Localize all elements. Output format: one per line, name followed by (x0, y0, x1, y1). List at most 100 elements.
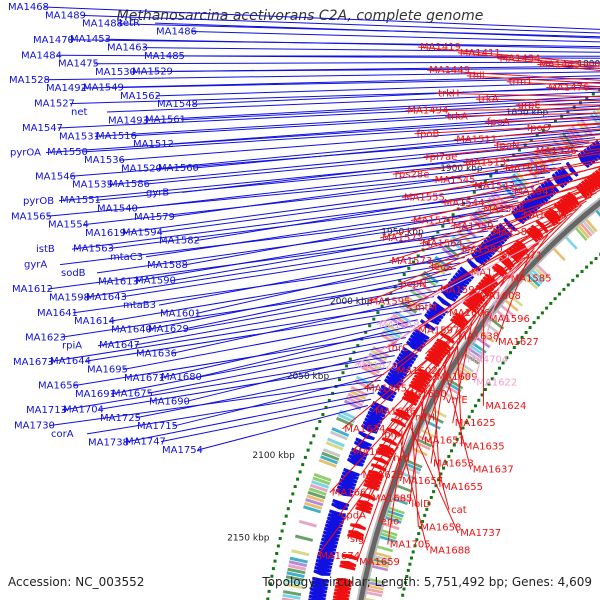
plus-strand-label: MA1725 (100, 413, 141, 424)
cog-band (350, 385, 368, 397)
plus-strand-gene (524, 197, 538, 212)
tick-dot (408, 562, 412, 566)
cog-band (415, 441, 431, 451)
cog-band (595, 209, 600, 218)
tick-dot (558, 292, 561, 296)
tick-dot (402, 587, 406, 591)
plus-strand-label: MA1475 (58, 59, 99, 70)
tick-dot (470, 409, 474, 413)
plus-strand-gene (554, 170, 568, 186)
label-leader-line (419, 184, 600, 245)
label-leader-line (360, 367, 441, 476)
tick-dot (298, 470, 302, 474)
plus-strand-label: mtaC3 (110, 252, 143, 263)
plus-strand-label: MA1528 (9, 75, 50, 86)
plus-strand-label: MA1565 (11, 211, 52, 222)
tick-dot (402, 273, 406, 276)
cog-band (595, 107, 600, 117)
cog-band (526, 274, 541, 287)
tick-dot (464, 420, 468, 424)
plus-strand-gene (341, 471, 359, 480)
plus-strand-gene (317, 551, 335, 559)
minus-strand-label: MA1593 (440, 285, 481, 296)
label-leader-line (156, 126, 600, 170)
rna-label: MA1620 (357, 360, 398, 371)
cog-band (415, 279, 433, 293)
plus-strand-gene (343, 467, 360, 477)
label-leader-line (524, 122, 600, 129)
tick-dot (447, 455, 451, 458)
plus-strand-gene (480, 241, 496, 256)
plus-strand-label: corA (51, 429, 74, 440)
plus-strand-label: MA1590 (135, 276, 176, 287)
plus-strand-gene (329, 509, 347, 518)
tick-dot (545, 306, 549, 310)
label-leader-line (457, 52, 600, 67)
tick-dot (554, 119, 557, 123)
cog-band (529, 271, 543, 285)
cog-band (306, 494, 325, 503)
minus-strand-gene (464, 298, 480, 311)
tick-dot (450, 449, 453, 453)
tick-dot (512, 153, 516, 157)
tick-dot (500, 163, 504, 167)
label-leader-line (85, 307, 426, 362)
minus-strand-label: cat (451, 505, 467, 516)
cog-band (286, 571, 305, 578)
label-leader-line (123, 392, 375, 443)
minus-strand-gene (335, 581, 352, 588)
minus-strand-gene (535, 219, 549, 234)
cog-band (546, 143, 561, 160)
minus-strand-label: MA1646 (375, 407, 416, 418)
tick-dot (483, 388, 487, 391)
label-leader-line (46, 167, 556, 217)
tick-dot (372, 317, 376, 321)
minus-strand-gene (366, 473, 383, 482)
plus-strand-label: tetR (119, 18, 140, 29)
minus-strand-gene (336, 578, 353, 585)
minus-strand-gene (454, 312, 469, 325)
minus-strand-label: MA1449 (429, 65, 470, 76)
plus-strand-gene (445, 283, 461, 297)
minus-strand-label: trkA (447, 111, 468, 122)
label-leader-line (147, 343, 403, 394)
cog-band (509, 175, 524, 191)
plus-strand-gene (495, 225, 510, 240)
label-leader-line (475, 98, 600, 102)
tick-dot (306, 448, 310, 452)
plus-strand-label: MA1530 (95, 67, 136, 78)
label-leader-line (546, 87, 600, 91)
tick-dot (472, 190, 476, 194)
tick-dot (541, 128, 545, 132)
label-leader-line (194, 186, 535, 242)
plus-strand-label: MA1691 (75, 389, 116, 400)
minus-strand-label: MA1526 (536, 146, 577, 157)
tick-dot (425, 507, 429, 511)
cog-band (420, 273, 437, 287)
label-leader-line (495, 252, 531, 343)
tick-dot (580, 270, 584, 273)
label-leader-line (486, 234, 549, 320)
cog-band (470, 345, 485, 357)
tick-dot (520, 335, 524, 339)
label-leader-line (387, 435, 404, 545)
cog-band (284, 582, 303, 589)
minus-strand-label: MA1558 (523, 210, 564, 221)
label-leader-line (376, 238, 544, 326)
cog-band (336, 416, 354, 427)
cog-band (373, 558, 390, 565)
minus-strand-gene (428, 350, 444, 362)
minus-strand-label: MA1637 (473, 464, 514, 475)
label-leader-line (493, 134, 600, 146)
tick-dot (293, 485, 297, 488)
plus-strand-gene (325, 519, 343, 528)
label-leader-line (172, 373, 385, 427)
cog-band (366, 587, 384, 594)
cog-band (366, 591, 383, 597)
label-leader-line (146, 267, 456, 331)
tick-dot (427, 502, 431, 505)
tick-dot (442, 466, 445, 470)
cog-band (582, 220, 595, 235)
plus-strand-gene (546, 178, 560, 193)
